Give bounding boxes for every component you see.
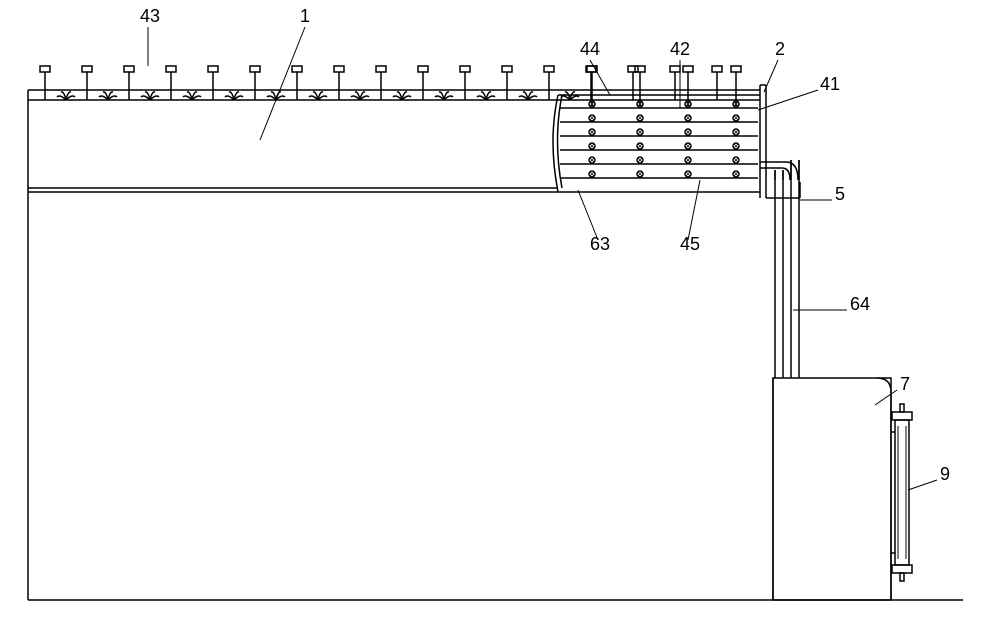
svg-text:64: 64	[850, 294, 870, 314]
svg-text:7: 7	[900, 374, 910, 394]
svg-text:42: 42	[670, 39, 690, 59]
svg-text:1: 1	[300, 6, 310, 26]
svg-text:63: 63	[590, 234, 610, 254]
svg-text:45: 45	[680, 234, 700, 254]
technical-diagram: 43 1 44 42 2 41 5 63 45 64 7 9	[0, 0, 1000, 638]
diagram-svg: 43 1 44 42 2 41 5 63 45 64 7 9	[0, 0, 1000, 638]
svg-text:9: 9	[940, 464, 950, 484]
svg-text:43: 43	[140, 6, 160, 26]
svg-text:44: 44	[580, 39, 600, 59]
svg-text:5: 5	[835, 184, 845, 204]
svg-text:41: 41	[820, 74, 840, 94]
svg-text:2: 2	[775, 39, 785, 59]
